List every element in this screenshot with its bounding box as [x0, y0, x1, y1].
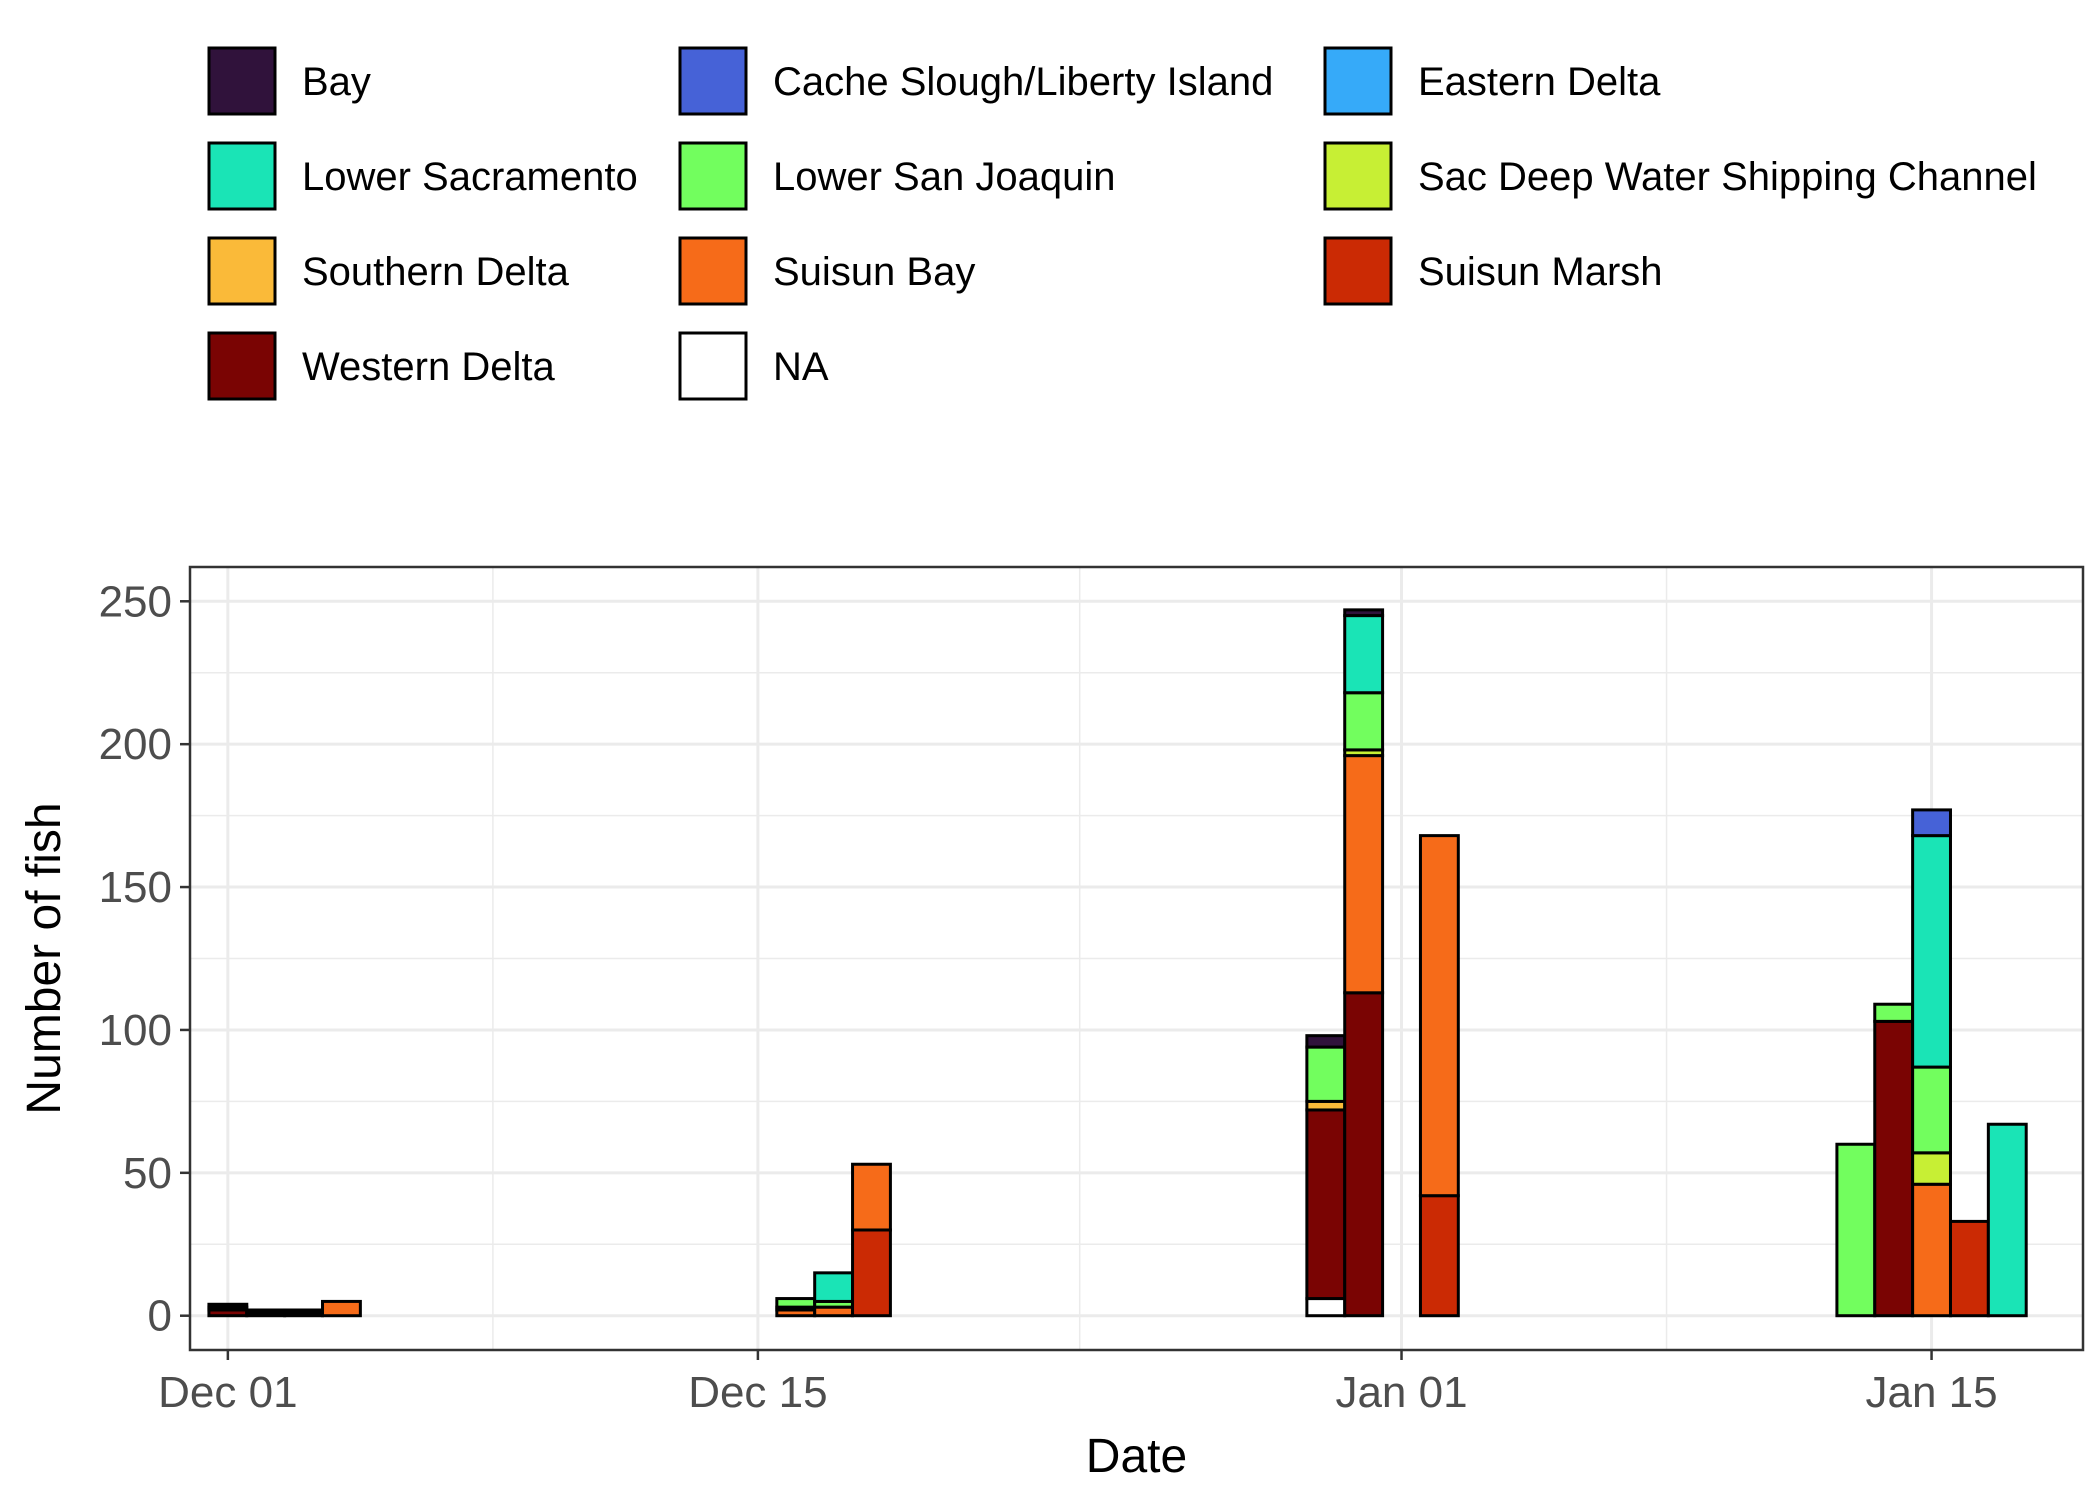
legend-key — [678, 331, 748, 401]
bar-segment-bay — [207, 1302, 249, 1309]
bar-stack-2022-12-30 — [1305, 1034, 1347, 1318]
legend-label: Western Delta — [302, 345, 555, 389]
legend-item-eastern-delta: Eastern Delta — [1323, 46, 1661, 116]
bar-segment-suisun-marsh — [851, 1228, 892, 1318]
bar-segment-suisun-marsh — [1948, 1219, 1990, 1318]
bar-stack-2022-12-01 — [207, 1302, 249, 1318]
legend-key — [1323, 46, 1393, 116]
bar-stack-2022-12-18 — [851, 1162, 892, 1318]
y-tick-label: 250 — [99, 577, 172, 626]
legend-label: Suisun Marsh — [1418, 250, 1663, 294]
bar-segment-bay — [1305, 1034, 1347, 1049]
legend-label: NA — [773, 345, 829, 389]
legend-item-lower-sacramento: Lower Sacramento — [207, 141, 638, 211]
legend-label: Lower San Joaquin — [773, 155, 1115, 199]
bar-segment-lower-sacramento — [1343, 614, 1385, 695]
bar-segment-western-delta — [1873, 1019, 1915, 1318]
legend-label: Southern Delta — [302, 250, 570, 294]
bars — [207, 608, 2028, 1318]
legend-key — [207, 46, 277, 116]
bar-stack-2023-01-02 — [1418, 834, 1460, 1318]
bar-segment-suisun-bay — [851, 1162, 892, 1232]
bar-segment-western-delta — [1305, 1108, 1347, 1301]
bar-segment-suisun-bay — [1418, 834, 1460, 1198]
bar-segment-lower-san-joaquin — [1343, 691, 1385, 752]
bar-segment-lower-san-joaquin — [1873, 1002, 1915, 1023]
y-tick-label: 200 — [99, 720, 172, 769]
bar-stack-2023-01-14 — [1873, 1002, 1915, 1318]
bar-segment-na — [1305, 1297, 1347, 1318]
bar-segment-lower-sacramento — [283, 1308, 325, 1315]
bar-segment-western-delta — [1343, 991, 1385, 1318]
legend-key — [207, 331, 277, 401]
legend-item-na: NA — [678, 331, 829, 401]
bar-segment-lower-san-joaquin — [1305, 1045, 1347, 1103]
bar-segment-lower-san-joaquin — [775, 1297, 817, 1309]
plot-panel — [188, 565, 2085, 1352]
legend-label: Eastern Delta — [1418, 60, 1661, 104]
y-tick-label: 0 — [148, 1292, 172, 1341]
legend-key — [678, 236, 748, 306]
legend-item-lower-san-joaquin: Lower San Joaquin — [678, 141, 1115, 211]
bar-segment-suisun-bay — [245, 1308, 287, 1315]
bar-segment-suisun-marsh — [1418, 1194, 1460, 1318]
axes: 0 50 100 150 200 250 Dec 01 Dec 15 Jan 01 Jan 15 — [99, 577, 1998, 1417]
bar-segment-lower-sacramento — [813, 1271, 855, 1303]
x-tick-label: Jan 15 — [1866, 1368, 1998, 1417]
bar-stack-2022-12-03 — [283, 1308, 325, 1318]
legend-key — [207, 236, 277, 306]
legend: Bay Cache Slough/Liberty Island Eastern De… — [207, 46, 2037, 401]
bar-segment-lower-sacramento — [1911, 834, 1952, 1069]
bar-segment-cache-slough-liberty-island — [1911, 808, 1952, 838]
bar-segment-suisun-bay — [1343, 754, 1385, 995]
bar-stack-2022-12-02 — [245, 1308, 287, 1318]
x-tick-label: Dec 15 — [688, 1368, 827, 1417]
legend-label: Cache Slough/Liberty Island — [773, 60, 1273, 104]
bar-segment-bay — [1343, 608, 1385, 618]
legend-key — [678, 46, 748, 116]
panel-border — [188, 565, 2085, 1352]
bar-segment-suisun-bay — [1911, 1182, 1952, 1318]
legend-label: Bay — [302, 60, 371, 104]
bar-stack-2023-01-17 — [1986, 1122, 2028, 1318]
legend-key — [207, 141, 277, 211]
legend-label: Suisun Bay — [773, 250, 975, 294]
gridlines — [190, 567, 2083, 1350]
y-tick-label: 100 — [99, 1006, 172, 1055]
bar-stack-2022-12-16 — [775, 1297, 817, 1318]
bar-stack-2022-12-04 — [321, 1299, 362, 1318]
bar-stack-2022-12-31 — [1343, 608, 1385, 1318]
bar-stack-2023-01-13 — [1835, 1142, 1877, 1318]
y-tick-label: 50 — [123, 1149, 172, 1198]
x-tick-label: Jan 01 — [1335, 1368, 1467, 1417]
bar-segment-sac-deep-water-shipping-channel — [1911, 1151, 1952, 1186]
legend-item-cache-slough-liberty-island: Cache Slough/Liberty Island — [678, 46, 1273, 116]
legend-key — [1323, 141, 1393, 211]
bar-segment-lower-san-joaquin — [1835, 1142, 1877, 1318]
legend-label: Lower Sacramento — [302, 155, 638, 199]
x-tick-label: Dec 01 — [158, 1368, 297, 1417]
x-axis-title: Date — [1086, 1430, 1187, 1483]
legend-key — [678, 141, 748, 211]
bar-segment-suisun-bay — [321, 1299, 362, 1318]
legend-item-sac-deep-water-shipping-channel: Sac Deep Water Shipping Channel — [1323, 141, 2037, 211]
bar-stack-2023-01-15 — [1911, 808, 1952, 1318]
bar-segment-lower-san-joaquin — [1911, 1065, 1952, 1155]
bar-stack-2023-01-16 — [1948, 1219, 1990, 1318]
legend-item-western-delta: Western Delta — [207, 331, 555, 401]
legend-item-suisun-bay: Suisun Bay — [678, 236, 975, 306]
legend-label: Sac Deep Water Shipping Channel — [1418, 155, 2037, 199]
legend-item-bay: Bay — [207, 46, 371, 116]
bar-segment-lower-sacramento — [1986, 1122, 2028, 1318]
legend-item-suisun-marsh: Suisun Marsh — [1323, 236, 1663, 306]
legend-key — [1323, 236, 1393, 306]
y-tick-label: 150 — [99, 863, 172, 912]
legend-item-southern-delta: Southern Delta — [207, 236, 570, 306]
y-axis-title: Number of fish — [18, 802, 71, 1114]
bar-stack-2022-12-17 — [813, 1271, 855, 1318]
